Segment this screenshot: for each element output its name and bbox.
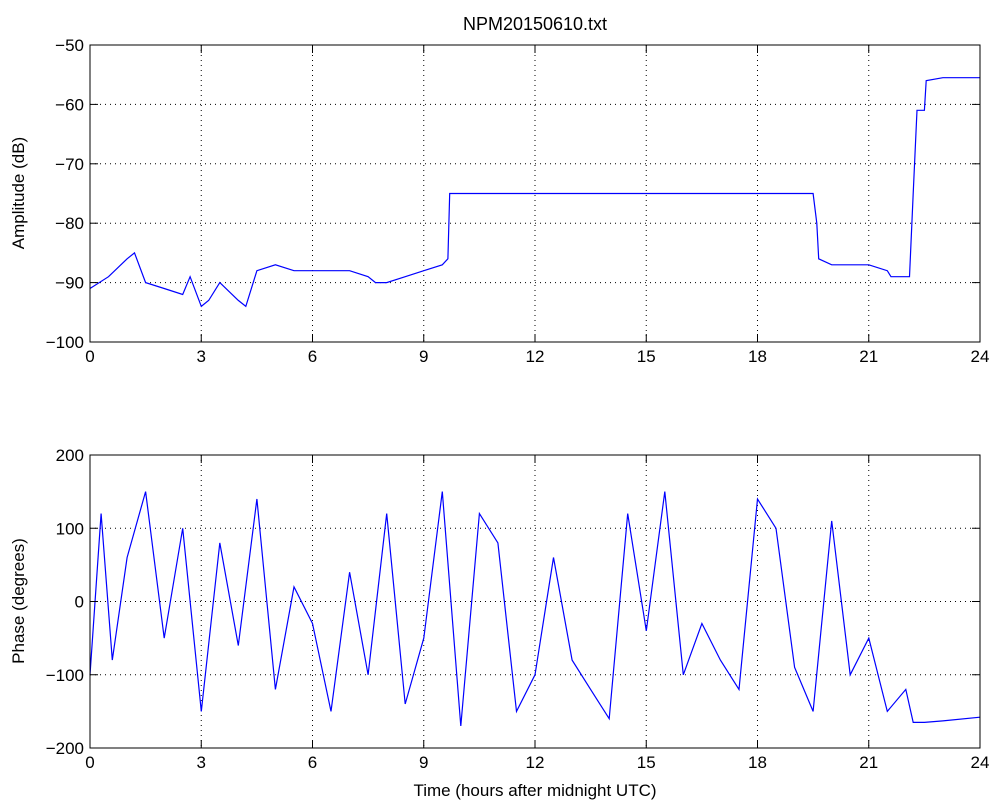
amplitude-y-tick-label: −100 xyxy=(46,333,84,352)
amplitude-x-tick-label: 24 xyxy=(971,347,990,366)
phase-x-tick-label: 6 xyxy=(308,753,317,772)
phase-y-tick-label: 100 xyxy=(56,519,84,538)
amplitude-x-tick-label: 15 xyxy=(637,347,656,366)
amplitude-y-label: Amplitude (dB) xyxy=(9,137,28,249)
amplitude-x-tick-label: 6 xyxy=(308,347,317,366)
phase-axes: 0 3 6 9 12 15 18 21 24 −200 −100 0 100 200 Phase (deg… xyxy=(9,446,989,772)
chart-title: NPM20150610.txt xyxy=(463,14,607,34)
phase-x-tick-label: 9 xyxy=(419,753,428,772)
amplitude-x-tick-label: 3 xyxy=(197,347,206,366)
amplitude-y-tick-label: −70 xyxy=(55,155,84,174)
amplitude-y-tick-label: −50 xyxy=(55,36,84,55)
amplitude-line xyxy=(89,77,980,308)
amplitude-y-tick-label: −90 xyxy=(55,274,84,293)
amplitude-y-tick-label: −60 xyxy=(55,95,84,114)
amplitude-x-tick-label: 9 xyxy=(419,347,428,366)
amplitude-grid xyxy=(90,45,980,342)
amplitude-x-tick-label: 21 xyxy=(859,347,878,366)
amplitude-x-tick-label: 12 xyxy=(526,347,545,366)
phase-line xyxy=(89,491,981,727)
phase-y-label: Phase (degrees) xyxy=(9,538,28,664)
phase-x-tick-label: 12 xyxy=(526,753,545,772)
amplitude-axes: 0 3 6 9 12 15 18 21 24 −100 −90 −80 −70 −60 −50 Amplit… xyxy=(9,36,989,366)
x-axis-label: Time (hours after midnight UTC) xyxy=(413,781,656,800)
phase-y-tick-label: −100 xyxy=(46,666,84,685)
amplitude-x-tick-label: 0 xyxy=(85,347,94,366)
phase-y-tick-label: 200 xyxy=(56,446,84,465)
amplitude-ticks: 0 3 6 9 12 15 18 21 24 −100 −90 −80 −70 −60 −50 xyxy=(46,36,990,366)
phase-y-tick-label: −200 xyxy=(46,739,84,758)
phase-x-tick-label: 21 xyxy=(859,753,878,772)
phase-ticks: 0 3 6 9 12 15 18 21 24 −200 −100 0 100 200 xyxy=(46,446,990,772)
phase-series xyxy=(89,491,981,727)
phase-x-tick-label: 0 xyxy=(85,753,94,772)
amplitude-x-tick-label: 18 xyxy=(748,347,767,366)
amplitude-y-tick-label: −80 xyxy=(55,214,84,233)
phase-x-tick-label: 15 xyxy=(637,753,656,772)
phase-x-tick-label: 18 xyxy=(748,753,767,772)
phase-x-tick-label: 24 xyxy=(971,753,990,772)
phase-y-tick-label: 0 xyxy=(75,593,84,612)
phase-x-tick-label: 3 xyxy=(197,753,206,772)
amplitude-series xyxy=(89,77,980,308)
